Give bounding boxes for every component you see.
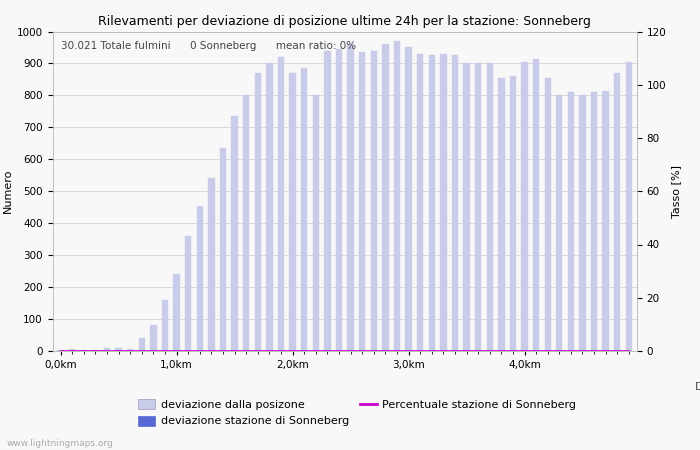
Bar: [580, 95, 586, 351]
Bar: [243, 95, 249, 351]
Bar: [568, 92, 574, 351]
Bar: [359, 52, 365, 351]
Bar: [440, 54, 447, 351]
Bar: [324, 51, 330, 351]
Bar: [428, 55, 435, 351]
Bar: [347, 44, 354, 351]
Bar: [498, 78, 505, 351]
Bar: [255, 73, 261, 351]
Bar: [289, 73, 296, 351]
Y-axis label: Numero: Numero: [3, 169, 13, 213]
Bar: [139, 338, 145, 351]
Bar: [603, 90, 609, 351]
Bar: [278, 57, 284, 351]
Bar: [463, 63, 470, 351]
Bar: [208, 179, 215, 351]
Bar: [370, 51, 377, 351]
Bar: [313, 95, 319, 351]
Y-axis label: Tasso [%]: Tasso [%]: [671, 165, 680, 218]
Bar: [417, 54, 424, 351]
Bar: [197, 206, 203, 351]
Bar: [591, 92, 597, 351]
Bar: [533, 58, 539, 351]
Legend: deviazione dalla posizone, deviazione stazione di Sonneberg, Percentuale stazion: deviazione dalla posizone, deviazione st…: [134, 395, 581, 431]
Bar: [486, 63, 493, 351]
Bar: [150, 325, 157, 351]
Bar: [556, 95, 563, 351]
Bar: [185, 236, 191, 351]
Bar: [405, 47, 412, 351]
Bar: [382, 44, 389, 351]
Bar: [104, 348, 110, 351]
Bar: [475, 63, 482, 351]
Bar: [80, 350, 87, 351]
Bar: [232, 116, 238, 351]
Bar: [301, 68, 307, 351]
Text: Deviazioni: Deviazioni: [695, 382, 700, 392]
Bar: [220, 148, 226, 351]
Bar: [266, 63, 272, 351]
Bar: [522, 62, 528, 351]
Bar: [174, 274, 180, 351]
Text: 30.021 Totale fulmini      0 Sonneberg      mean ratio: 0%: 30.021 Totale fulmini 0 Sonneberg mean r…: [62, 41, 356, 51]
Title: Rilevamenti per deviazione di posizione ultime 24h per la stazione: Sonneberg: Rilevamenti per deviazione di posizione …: [98, 14, 592, 27]
Bar: [116, 348, 122, 351]
Bar: [452, 55, 458, 351]
Bar: [336, 49, 342, 351]
Bar: [510, 76, 516, 351]
Text: www.lightningmaps.org: www.lightningmaps.org: [7, 439, 113, 448]
Bar: [127, 349, 134, 351]
Bar: [393, 41, 400, 351]
Bar: [614, 73, 620, 351]
Bar: [545, 78, 551, 351]
Bar: [626, 62, 632, 351]
Bar: [162, 300, 168, 351]
Bar: [69, 349, 76, 351]
